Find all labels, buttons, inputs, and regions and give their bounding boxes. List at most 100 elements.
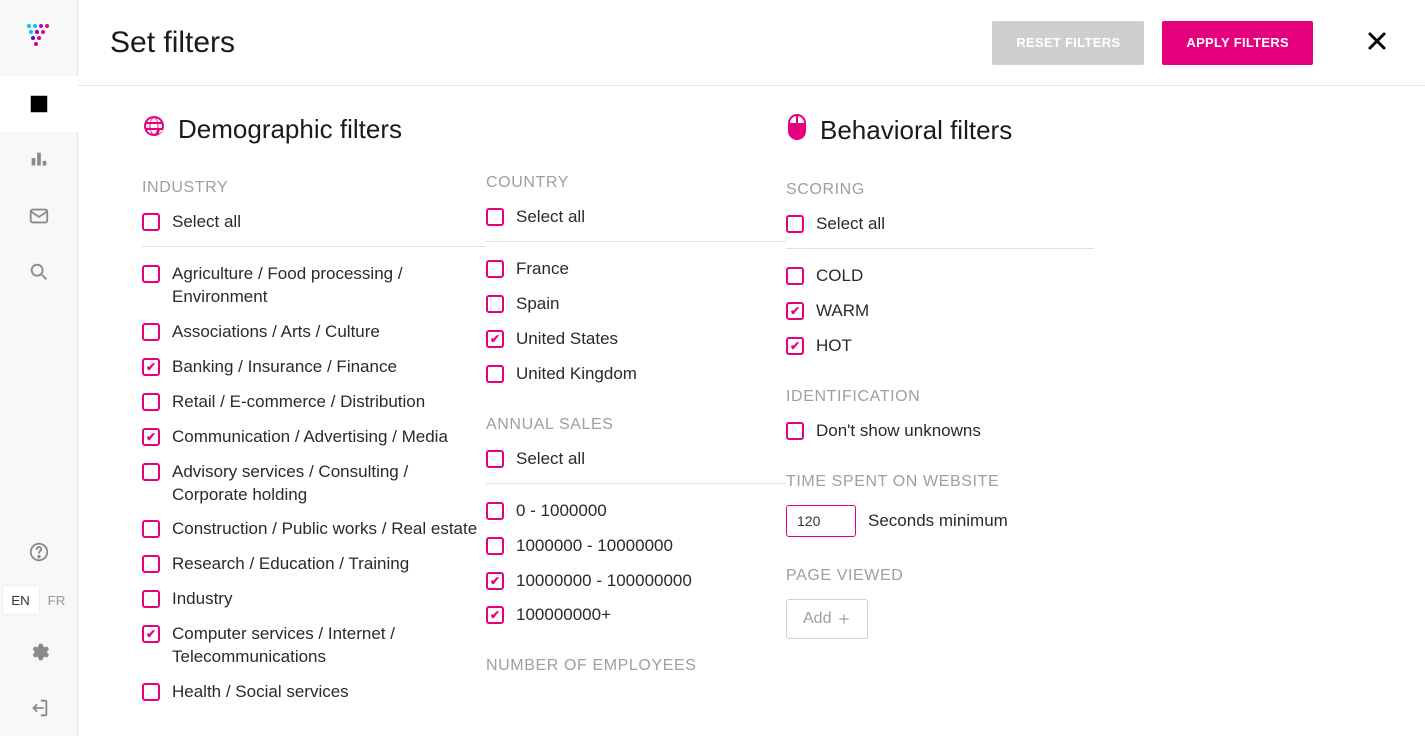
country-item[interactable]: United Kingdom [486,363,786,386]
mouse-icon [786,114,808,147]
header: Set filters RESET FILTERS APPLY FILTERS [78,0,1425,86]
checkbox[interactable] [486,365,504,383]
checkbox[interactable] [142,213,160,231]
help-icon [28,541,50,563]
annual-sales-item[interactable]: 100000000+ [486,604,786,627]
exit-icon [28,697,50,719]
industry-item[interactable]: Retail / E-commerce / Distribution [142,391,486,414]
industry-item[interactable]: Advisory services / Consulting / Corpora… [142,461,486,507]
group-label-industry: INDUSTRY [142,179,486,197]
checkbox[interactable] [142,590,160,608]
checkbox[interactable] [142,265,160,283]
reset-filters-button[interactable]: RESET FILTERS [992,21,1144,65]
annual-sales-item[interactable]: 0 - 1000000 [486,500,786,523]
checkbox[interactable] [142,520,160,538]
checkbox[interactable] [142,428,160,446]
industry-select-all[interactable]: Select all [142,211,486,234]
checkbox[interactable] [142,683,160,701]
group-label-identification: IDENTIFICATION [786,388,1094,406]
scoring-select-all[interactable]: Select all [786,213,1094,236]
checkbox[interactable] [142,625,160,643]
sidebar-item-mail[interactable] [0,188,78,244]
sidebar-item-contacts[interactable] [0,76,78,132]
industry-item[interactable]: Health / Social services [142,681,486,704]
lang-fr-button[interactable]: FR [39,586,75,614]
scoring-item[interactable]: HOT [786,335,1094,358]
checkbox[interactable] [142,393,160,411]
checkbox[interactable] [486,295,504,313]
sidebar-item-analytics[interactable] [0,132,78,188]
sidebar-item-logout[interactable] [0,680,78,736]
sidebar-item-settings[interactable] [0,624,78,680]
logo [19,18,59,58]
group-label-time-spent: TIME SPENT ON WEBSITE [786,473,1094,491]
checkbox[interactable] [142,358,160,376]
mail-icon [28,205,50,227]
industry-item[interactable]: Banking / Insurance / Finance [142,356,486,379]
checkbox[interactable] [486,450,504,468]
checkbox[interactable] [142,323,160,341]
checkbox[interactable] [486,606,504,624]
apply-filters-button[interactable]: APPLY FILTERS [1162,21,1313,65]
gear-icon [28,641,50,663]
annual-sales-select-all[interactable]: Select all [486,448,786,471]
industry-item[interactable]: Associations / Arts / Culture [142,321,486,344]
scoring-list: COLD WARM HOT [786,265,1094,358]
industry-item[interactable]: Industry [142,588,486,611]
country-select-all[interactable]: Select all [486,206,786,229]
identification-item[interactable]: Don't show unknowns [786,420,1094,443]
industry-item[interactable]: Communication / Advertising / Media [142,426,486,449]
country-item[interactable]: France [486,258,786,281]
divider [486,241,786,242]
scoring-item[interactable]: COLD [786,265,1094,288]
industry-item[interactable]: Agriculture / Food processing / Environm… [142,263,486,309]
group-page-viewed: PAGE VIEWED Add [786,567,1094,639]
group-label-page-viewed: PAGE VIEWED [786,567,1094,585]
annual-sales-item[interactable]: 1000000 - 10000000 [486,535,786,558]
search-icon [28,261,50,283]
checkbox[interactable] [486,502,504,520]
divider [142,246,486,247]
checkbox[interactable] [486,260,504,278]
column-behavioral: Behavioral filters SCORING Select all CO… [786,114,1094,734]
app-root: EN FR Set filters RESET FILTERS APPLY FI… [0,0,1425,736]
plus-icon [837,612,851,626]
identification-list: Don't show unknowns [786,420,1094,443]
section-title-behavioral: Behavioral filters [786,114,1094,147]
checkbox[interactable] [486,572,504,590]
annual-sales-item[interactable]: 10000000 - 100000000 [486,570,786,593]
checkbox[interactable] [786,422,804,440]
checkbox[interactable] [786,215,804,233]
group-scoring: SCORING Select all COLD WARM [786,181,1094,358]
close-button[interactable] [1361,25,1393,60]
add-page-button[interactable]: Add [786,599,868,639]
checkbox[interactable] [786,337,804,355]
section-title-demographic: Demographic filters [142,114,486,145]
column-industry: Demographic filters INDUSTRY Select all … [142,114,486,734]
industry-item[interactable]: Research / Education / Training [142,553,486,576]
sidebar-item-help[interactable] [0,524,78,580]
checkbox[interactable] [486,208,504,226]
checkbox[interactable] [486,330,504,348]
scoring-item[interactable]: WARM [786,300,1094,323]
industry-item[interactable]: Computer services / Internet / Telecommu… [142,623,486,669]
group-employees: NUMBER OF EMPLOYEES [486,657,786,675]
industry-item[interactable]: Construction / Public works / Real estat… [142,518,486,541]
time-spent-input[interactable] [786,505,856,537]
lang-en-button[interactable]: EN [3,586,39,614]
sidebar-item-search[interactable] [0,244,78,300]
country-list: France Spain United States United Kingdo… [486,258,786,386]
checkbox[interactable] [786,267,804,285]
globe-icon [142,114,166,145]
divider [786,248,1094,249]
industry-list: Agriculture / Food processing / Environm… [142,263,486,704]
group-label-country: COUNTRY [486,174,786,192]
checkbox[interactable] [486,537,504,555]
country-item[interactable]: United States [486,328,786,351]
checkbox[interactable] [142,463,160,481]
group-country: COUNTRY Select all France Spain [486,174,786,386]
sidebar: EN FR [0,0,78,736]
checkbox[interactable] [786,302,804,320]
country-item[interactable]: Spain [486,293,786,316]
checkbox[interactable] [142,555,160,573]
